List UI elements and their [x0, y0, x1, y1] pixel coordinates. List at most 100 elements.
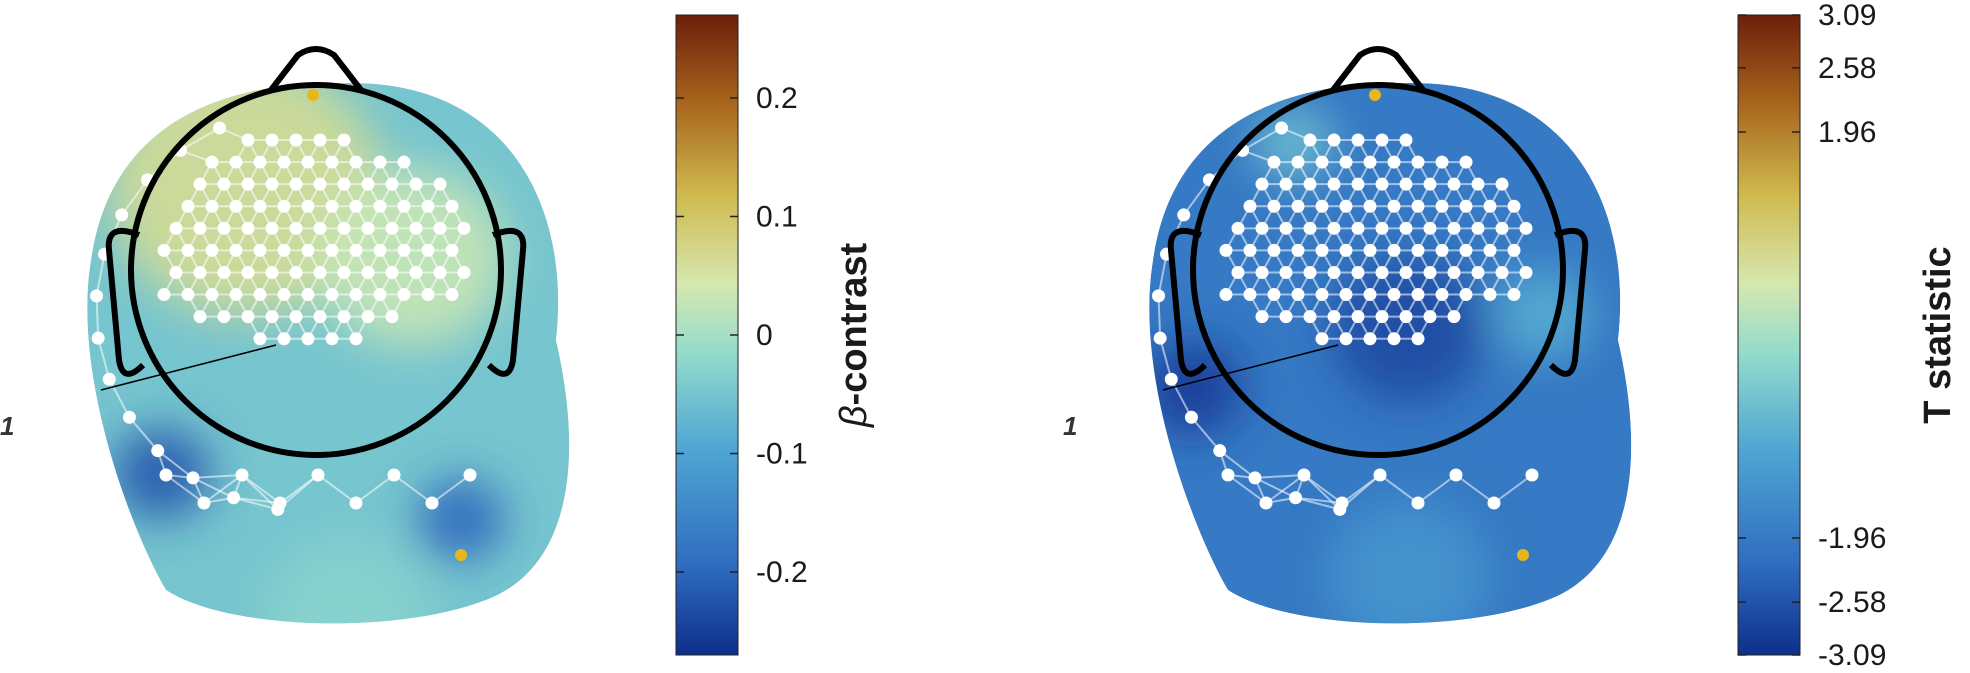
sensor-point	[193, 310, 207, 324]
sensor-point	[1399, 310, 1413, 324]
mesh-edge	[233, 496, 281, 504]
sensor-point	[1507, 199, 1521, 213]
sensor-point	[1375, 310, 1389, 324]
sensor-point	[1363, 243, 1377, 257]
sensor-point	[1459, 288, 1473, 302]
sensor-point	[1495, 177, 1509, 191]
sensor-point	[433, 265, 447, 279]
sensor-point	[1279, 310, 1293, 324]
topomap-blob	[263, 539, 429, 624]
colorbar-label-greek: β	[833, 405, 875, 428]
mesh-edge	[95, 253, 106, 297]
mesh-edge	[1227, 474, 1267, 504]
mesh-edge	[241, 474, 281, 504]
sensor-point	[397, 243, 411, 257]
sensor-point	[337, 177, 351, 191]
sensor-point	[277, 155, 291, 169]
sensor-point	[1267, 199, 1281, 213]
nose	[1330, 46, 1426, 92]
sensor-point	[385, 177, 399, 191]
sensor-point	[1387, 288, 1401, 302]
sensor-point	[253, 155, 267, 169]
sensor-point	[1303, 133, 1317, 147]
sensor-point	[1339, 243, 1353, 257]
head-circle	[128, 82, 504, 458]
sensor-point	[1351, 310, 1365, 324]
sensor-point	[115, 208, 129, 222]
sensor-point	[1351, 133, 1365, 147]
sensor-point	[397, 288, 411, 302]
sensor-point	[1327, 310, 1341, 324]
sensor-point	[361, 221, 375, 235]
sensor-point	[1411, 496, 1425, 510]
sensor-point	[313, 265, 327, 279]
sensor-point	[373, 199, 387, 213]
sensor-point	[1259, 496, 1273, 510]
topoplot-beta-contrast: 1	[0, 46, 570, 624]
sensor-point	[311, 468, 325, 482]
sensor-point	[445, 199, 459, 213]
colorbar-tick-label: -0.1	[756, 438, 808, 471]
sensor-point	[1399, 177, 1413, 191]
sensor-point	[169, 265, 183, 279]
sensor-point	[313, 310, 327, 324]
sensor-point	[1447, 265, 1461, 279]
colorbar-tick-label: -3.09	[1818, 639, 1886, 672]
sensor-point	[217, 177, 231, 191]
sensor-point	[277, 199, 291, 213]
sensor-point	[1435, 155, 1449, 169]
mesh-edge	[157, 449, 194, 479]
sensor-point	[349, 155, 363, 169]
sensor-point	[273, 496, 287, 510]
sensor-point	[337, 265, 351, 279]
sensor-point	[1327, 265, 1341, 279]
sensor-point	[385, 310, 399, 324]
mesh-edge	[317, 474, 357, 504]
sensor-point	[361, 177, 375, 191]
sensor-point	[1363, 155, 1377, 169]
mesh-edge	[1170, 378, 1193, 418]
sensor-point	[289, 265, 303, 279]
mesh-edge	[355, 474, 395, 504]
colorbar-tick-label: -0.2	[756, 556, 808, 589]
sensor-point	[229, 199, 243, 213]
sensor-point	[1213, 444, 1227, 458]
mesh-edge	[1379, 474, 1419, 504]
head-outline	[1162, 46, 1589, 458]
sensor-point	[361, 310, 375, 324]
sensor-point	[361, 265, 375, 279]
sensor-point	[181, 199, 195, 213]
sensor-point	[217, 265, 231, 279]
sensor-point	[1339, 199, 1353, 213]
sensor-point	[1423, 177, 1437, 191]
mesh-edge	[1159, 337, 1173, 380]
sensor-point	[1267, 155, 1281, 169]
sensor-point	[193, 265, 207, 279]
sensor-point	[349, 288, 363, 302]
mesh-edge	[431, 474, 471, 504]
colorbar-tick-label: 0.2	[756, 82, 798, 115]
sensor-point	[1375, 221, 1389, 235]
sensor-point	[1255, 265, 1269, 279]
sensor-point	[205, 243, 219, 257]
sensor-point	[229, 243, 243, 257]
head-circle	[1190, 82, 1566, 458]
sensor-point	[90, 289, 104, 303]
colorbar-tick-label: 0.1	[756, 200, 798, 233]
sensor-point	[421, 243, 435, 257]
sensor-point	[301, 199, 315, 213]
mesh-edge	[1157, 295, 1162, 339]
colorbar-t-statistic: 3.09 2.58 1.96 -1.96 -2.58 -3.09 T statistic	[1737, 0, 1959, 672]
sensor-point	[1315, 199, 1329, 213]
sensor-point	[205, 199, 219, 213]
sensor-point	[301, 243, 315, 257]
sensor-point	[1387, 332, 1401, 346]
sensor-point	[1471, 265, 1485, 279]
topoplot-t-statistic: 1	[1063, 46, 1632, 624]
sensor-point	[1459, 155, 1473, 169]
sensor-point	[1339, 155, 1353, 169]
sensor-point	[1164, 372, 1178, 386]
sensor-point	[241, 133, 255, 147]
sensor-point	[1363, 199, 1377, 213]
sensor-point	[1297, 468, 1311, 482]
